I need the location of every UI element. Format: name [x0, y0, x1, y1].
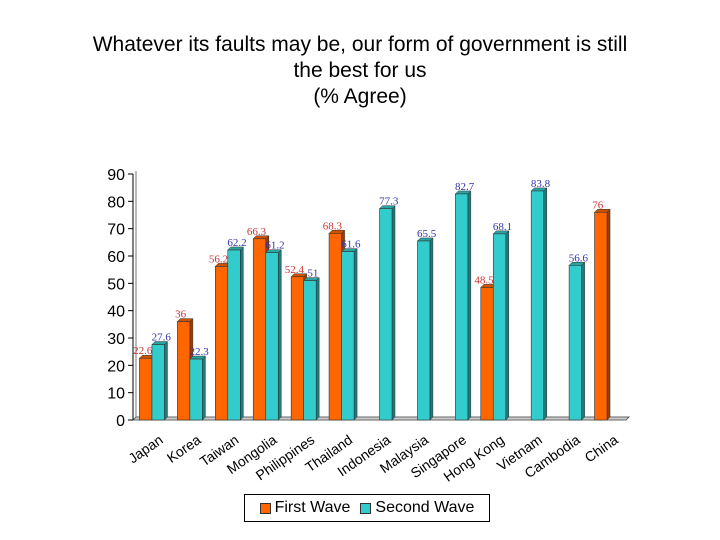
bar [227, 249, 241, 421]
legend-label-first-wave: First Wave [274, 499, 351, 516]
data-label: 68.3 [323, 220, 343, 232]
bar [455, 193, 469, 421]
bar-side [277, 249, 282, 421]
data-label: 76 [592, 199, 604, 211]
data-label: 51 [307, 268, 318, 280]
bar-chart: 0 10 20 30 40 50 60 70 80 90 22.627.6 Japan 36 22.3 Ko… [107, 167, 631, 485]
y-tick-label: 90 [107, 167, 125, 184]
data-label: 48.5 [474, 274, 494, 286]
legend-item-first-wave: First Wave [259, 499, 351, 517]
bar [341, 251, 355, 421]
data-label: 61.6 [341, 239, 361, 251]
data-label: 61.2 [265, 240, 284, 252]
chart-title-line-1: Whatever its faults may be, our form of … [92, 33, 628, 56]
bar [177, 321, 191, 421]
y-tick-label: 80 [107, 194, 125, 211]
data-label: 22.6 [133, 345, 153, 357]
y-tick-label: 0 [116, 413, 125, 430]
chart-title: Whatever its faults may be, our form of … [30, 32, 690, 110]
bar [215, 266, 229, 421]
y-tick-label: 10 [107, 386, 125, 403]
bar [568, 264, 582, 421]
data-label: 82.7 [455, 181, 475, 193]
data-label: 77.3 [379, 196, 399, 208]
y-tick-label: 40 [107, 304, 125, 321]
x-tick-label: China [582, 431, 621, 465]
data-label: 68.1 [493, 221, 512, 233]
bar-side [240, 246, 244, 421]
bar [480, 287, 494, 421]
bar-side [505, 230, 510, 421]
bar [252, 238, 267, 421]
bar [139, 357, 153, 421]
bar-side [467, 190, 472, 421]
chart-legend: First Wave Second Wave [244, 494, 490, 522]
bar-side [543, 187, 547, 421]
data-label: 65.5 [417, 228, 437, 240]
bar [303, 280, 317, 421]
bar-side [581, 261, 585, 421]
chart-title-line-3: (% Agree) [313, 85, 407, 108]
bar-side [315, 276, 320, 421]
data-label: 27.6 [152, 332, 172, 344]
data-label: 36 [175, 309, 187, 321]
bar [328, 233, 342, 421]
data-label: 56.6 [569, 252, 589, 264]
bar [379, 208, 393, 421]
bar-side [429, 237, 434, 421]
bar-side [202, 355, 206, 421]
x-tick-label: Japan [125, 431, 165, 466]
x-tick-label: Korea [164, 431, 204, 466]
data-label: 56.2 [209, 253, 228, 265]
bar-side [391, 205, 396, 421]
bar [189, 358, 203, 421]
bar [530, 190, 544, 421]
bar [290, 276, 304, 421]
bar-side [353, 248, 358, 421]
data-label: 62.2 [227, 237, 246, 249]
legend-label-second-wave: Second Wave [375, 499, 475, 516]
y-tick-label: 20 [107, 358, 125, 375]
legend-swatch-first-wave [259, 502, 271, 514]
y-tick-label: 50 [107, 276, 125, 293]
bar [594, 211, 608, 421]
data-label: 83.8 [531, 178, 551, 190]
y-tick-label: 60 [107, 249, 125, 266]
bar [492, 233, 507, 421]
bar [265, 252, 279, 421]
y-tick-label: 70 [107, 222, 125, 239]
bar [417, 240, 431, 421]
bar [151, 344, 165, 421]
data-label: 66.3 [247, 226, 267, 238]
data-label: 22.3 [190, 346, 210, 358]
y-tick-label: 30 [107, 331, 125, 348]
data-label: 52.4 [285, 264, 305, 276]
chart-title-line-2: the best for us [293, 59, 427, 82]
legend-item-second-wave: Second Wave [360, 499, 474, 517]
bar-side [606, 208, 611, 421]
bar-side [164, 340, 168, 421]
legend-swatch-second-wave [360, 502, 372, 514]
